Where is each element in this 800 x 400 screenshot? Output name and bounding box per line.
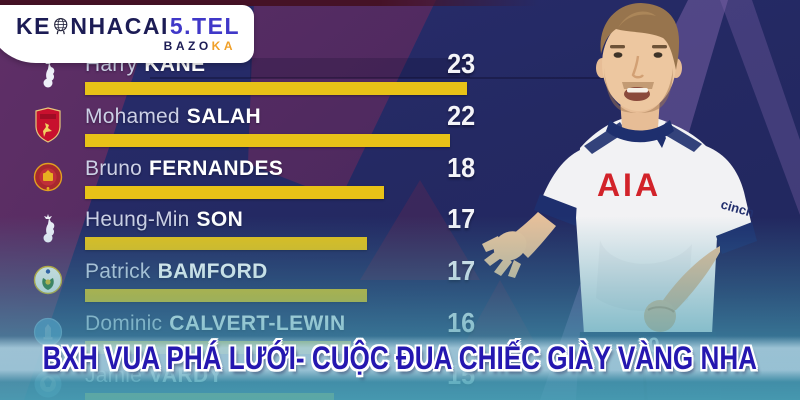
scorer-row: Patrick BAMFORD 17	[30, 255, 475, 309]
logo-card: KE NHACAI 5.TEL BAZOKA	[0, 5, 254, 63]
globe-mascot-icon	[54, 17, 68, 35]
logo-subtitle: BAZOKA	[163, 39, 236, 53]
shirt-sponsor-text: AIA	[597, 167, 661, 203]
goals-count: 23	[446, 48, 475, 79]
goals-bar	[85, 134, 450, 147]
logo-domain: 5.TEL	[169, 13, 240, 39]
goals-bar	[85, 237, 367, 250]
goals-count: 16	[446, 307, 475, 338]
leeds-badge-icon	[30, 259, 66, 301]
logo-wordmark: KE NHACAI 5.TEL	[16, 14, 240, 38]
goals-count: 18	[446, 152, 475, 183]
scorer-row: Bruno FERNANDES 18	[30, 152, 475, 206]
goals-bar	[85, 82, 467, 95]
bottom-banner: BXH VUA PHÁ LƯỚI- CUỘC ĐUA CHIẾC GIÀY VÀ…	[0, 336, 800, 382]
goals-bar	[85, 289, 367, 302]
goals-bar	[85, 186, 384, 199]
scorer-row: Heung-Min SON 17	[30, 203, 475, 257]
manutd-badge-icon	[30, 156, 66, 198]
goals-count: 22	[446, 100, 475, 131]
goals-bar	[85, 393, 334, 400]
logo-suffix: NHACAI	[70, 13, 169, 39]
logo-prefix: KE	[16, 13, 51, 39]
scorer-row: Mohamed SALAH 22	[30, 100, 475, 154]
banner-title: BXH VUA PHÁ LƯỚI- CUỘC ĐUA CHIẾC GIÀY VÀ…	[42, 340, 758, 377]
player-name: Mohamed SALAH	[85, 105, 262, 128]
player-name: Bruno FERNANDES	[85, 157, 284, 180]
tottenham-badge-icon	[30, 207, 66, 249]
liverpool-badge-icon	[30, 104, 66, 146]
player-name: Heung-Min SON	[85, 208, 244, 231]
goals-count: 17	[446, 255, 475, 286]
goals-count: 17	[446, 203, 475, 234]
player-name: Patrick BAMFORD	[85, 260, 268, 283]
player-name: Dominic CALVERT-LEWIN	[85, 312, 346, 335]
